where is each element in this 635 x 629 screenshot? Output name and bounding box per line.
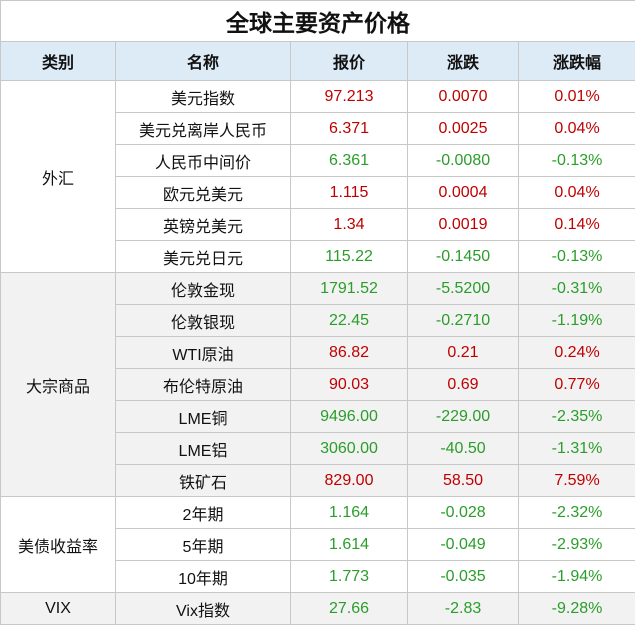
- name-cell: 美元指数: [115, 80, 291, 113]
- pct-cell: -2.93%: [518, 528, 635, 561]
- data-row: 英镑兑美元 1.34 0.0019 0.14%: [1, 208, 635, 241]
- group-cell: 大宗商品: [0, 272, 116, 497]
- header-cell: 名称: [115, 41, 291, 81]
- data-row: 10年期 1.773 -0.035 -1.94%: [1, 560, 635, 593]
- pct-cell: 0.24%: [518, 336, 635, 369]
- pct-cell: -0.13%: [518, 240, 635, 273]
- header-cell: 涨跌: [407, 41, 519, 81]
- name-cell: WTI原油: [115, 336, 291, 369]
- price-cell: 115.22: [290, 240, 408, 273]
- pct-cell: -1.94%: [518, 560, 635, 593]
- price-cell: 829.00: [290, 464, 408, 497]
- price-cell: 86.82: [290, 336, 408, 369]
- change-cell: -0.028: [407, 496, 519, 529]
- price-cell: 1.164: [290, 496, 408, 529]
- header-cell: 类别: [0, 41, 116, 81]
- change-cell: -40.50: [407, 432, 519, 465]
- pct-cell: -1.19%: [518, 304, 635, 337]
- name-cell: 伦敦金现: [115, 272, 291, 305]
- data-row: 大宗商品 伦敦金现 1791.52 -5.5200 -0.31%: [0, 272, 635, 497]
- price-cell: 97.213: [290, 80, 408, 113]
- change-cell: 0.69: [407, 368, 519, 401]
- group-cell: VIX: [0, 592, 116, 625]
- pct-cell: -2.35%: [518, 400, 635, 433]
- price-cell: 90.03: [290, 368, 408, 401]
- header-cell: 报价: [290, 41, 408, 81]
- name-cell: Vix指数: [115, 592, 291, 625]
- price-cell: 9496.00: [290, 400, 408, 433]
- name-cell: 10年期: [115, 560, 291, 593]
- price-cell: 1.773: [290, 560, 408, 593]
- data-row: 欧元兑美元 1.115 0.0004 0.04%: [1, 176, 635, 209]
- price-cell: 27.66: [290, 592, 408, 625]
- pct-cell: 7.59%: [518, 464, 635, 497]
- pct-cell: -0.13%: [518, 144, 635, 177]
- price-cell: 1791.52: [290, 272, 408, 305]
- data-row: 美元兑日元 115.22 -0.1450 -0.13%: [1, 240, 635, 273]
- pct-cell: 0.77%: [518, 368, 635, 401]
- name-cell: 5年期: [115, 528, 291, 561]
- pct-cell: -9.28%: [518, 592, 635, 625]
- data-row: 5年期 1.614 -0.049 -2.93%: [1, 528, 635, 561]
- price-cell: 1.115: [290, 176, 408, 209]
- data-row: 美元兑离岸人民币 6.371 0.0025 0.04%: [1, 112, 635, 145]
- change-cell: -5.5200: [407, 272, 519, 305]
- price-cell: 6.361: [290, 144, 408, 177]
- data-row: 美债收益率 2年期 1.164 -0.028 -2.32%: [0, 496, 635, 593]
- price-cell: 1.614: [290, 528, 408, 561]
- pct-cell: 0.04%: [518, 112, 635, 145]
- change-cell: -0.1450: [407, 240, 519, 273]
- name-cell: 美元兑离岸人民币: [115, 112, 291, 145]
- data-row: 人民币中间价 6.361 -0.0080 -0.13%: [1, 144, 635, 177]
- name-cell: 2年期: [115, 496, 291, 529]
- change-cell: -0.0080: [407, 144, 519, 177]
- name-cell: 人民币中间价: [115, 144, 291, 177]
- price-cell: 22.45: [290, 304, 408, 337]
- change-cell: 0.21: [407, 336, 519, 369]
- change-cell: 0.0004: [407, 176, 519, 209]
- data-row: VIX Vix指数 27.66 -2.83 -9.28%: [0, 592, 635, 625]
- pct-cell: 0.04%: [518, 176, 635, 209]
- change-cell: 0.0025: [407, 112, 519, 145]
- header-cell: 涨跌幅: [518, 41, 635, 81]
- price-cell: 6.371: [290, 112, 408, 145]
- change-cell: -0.035: [407, 560, 519, 593]
- change-cell: -0.049: [407, 528, 519, 561]
- change-cell: -229.00: [407, 400, 519, 433]
- price-cell: 3060.00: [290, 432, 408, 465]
- pct-cell: -1.31%: [518, 432, 635, 465]
- change-cell: 0.0070: [407, 80, 519, 113]
- change-cell: 58.50: [407, 464, 519, 497]
- group-cell: 外汇: [0, 80, 116, 273]
- name-cell: 英镑兑美元: [115, 208, 291, 241]
- change-cell: -0.2710: [407, 304, 519, 337]
- table-title: 全球主要资产价格: [0, 0, 635, 42]
- name-cell: 欧元兑美元: [115, 176, 291, 209]
- group-cell: 美债收益率: [0, 496, 116, 593]
- pct-cell: -0.31%: [518, 272, 635, 305]
- name-cell: LME铝: [115, 432, 291, 465]
- name-cell: 伦敦银现: [115, 304, 291, 337]
- change-cell: 0.0019: [407, 208, 519, 241]
- name-cell: 美元兑日元: [115, 240, 291, 273]
- change-cell: -2.83: [407, 592, 519, 625]
- data-row: 伦敦银现 22.45 -0.2710 -1.19%: [0, 304, 635, 337]
- pct-cell: -2.32%: [518, 496, 635, 529]
- data-row: 外汇 美元指数 97.213 0.0070 0.01%: [0, 80, 635, 273]
- name-cell: LME铜: [115, 400, 291, 433]
- name-cell: 铁矿石: [115, 464, 291, 497]
- price-cell: 1.34: [290, 208, 408, 241]
- header-row: 类别 名称 报价 涨跌 涨跌幅: [0, 41, 635, 81]
- pct-cell: 0.01%: [518, 80, 635, 113]
- name-cell: 布伦特原油: [115, 368, 291, 401]
- pct-cell: 0.14%: [518, 208, 635, 241]
